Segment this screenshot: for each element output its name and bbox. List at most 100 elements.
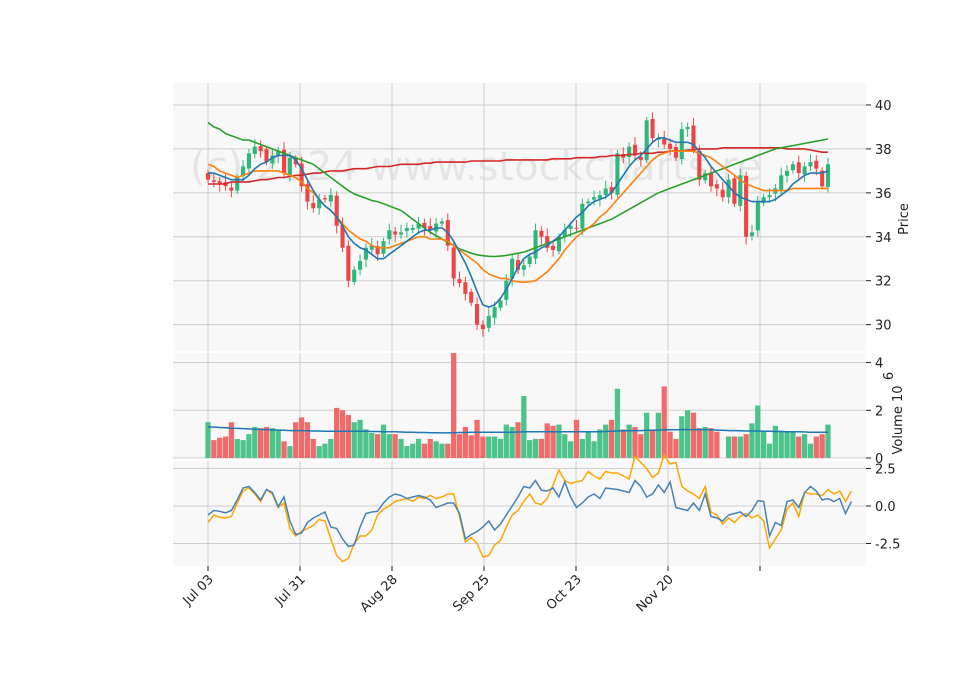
candle-body [258,146,263,152]
candle-body [726,179,731,198]
candle-body [451,247,456,279]
candle-body [591,197,597,200]
candle-body [738,175,743,206]
volume-bar [386,434,392,458]
volume-bar [228,422,235,458]
volume-bar [655,412,662,458]
price-panel [173,83,866,351]
volume-bar [263,426,270,458]
volume-bar [258,428,264,458]
volume-bar [644,412,650,458]
volume-bar [807,443,814,458]
candle-body [211,180,216,182]
candle-body [568,225,573,229]
candle-body [644,120,649,160]
oscillator-panel [173,461,866,566]
volume-bar [363,429,369,458]
volume-bar [638,434,644,458]
volume-bar [369,432,375,458]
candle-body [714,184,719,189]
price-tick-label: 36 [875,187,892,202]
candle-body [276,151,281,156]
candle-body [802,166,807,175]
candle-body [615,153,620,195]
ma-mid-line [207,150,828,284]
candle-body [486,315,491,328]
candle-body [820,170,825,187]
volume-bar [398,438,404,458]
volume-bar [351,422,357,458]
volume-bar [480,436,486,458]
candle-body [416,223,421,229]
volume-bar [702,426,708,458]
candle-body [527,256,532,265]
candle-body [439,221,445,224]
volume-bar [825,424,831,458]
volume-bar [451,353,457,458]
candle-body [241,166,246,177]
candle-body [755,201,760,231]
volume-bar [310,438,316,458]
price-tick-label: 30 [875,319,892,334]
volume-bar [421,443,428,458]
volume-bar [573,419,580,458]
x-tick-label: Jul 03 [180,572,217,609]
volume-bar [737,436,743,458]
candle-body [410,227,415,230]
candle-body [334,195,339,226]
candle-body [305,184,310,202]
volume-bar [761,431,767,458]
volume-bar [801,434,808,458]
volume-bar [415,438,422,458]
volume-bar [626,424,632,458]
volume-bar [275,429,281,458]
candle-body [609,187,614,193]
volume-bar [579,438,585,458]
candle-body [673,146,678,158]
volume-bar [392,434,398,458]
candle-body [492,307,497,318]
candle-body [662,138,667,145]
ma-short-line [208,137,829,308]
candle-body [469,291,474,303]
volume-bar [410,443,416,458]
candle-body [428,226,433,231]
candle-body [422,222,427,228]
x-tick-label: Oct 23 [544,572,585,613]
candle-body [708,172,714,187]
candle-body [545,236,550,248]
volume-bar [784,431,790,458]
candle-body [217,181,222,185]
candle-body [317,199,322,209]
volume-bar [234,438,240,458]
volume-bar [608,419,615,458]
volume-bar [380,424,387,458]
price-tick-label: 40 [875,99,892,114]
volume-bar [287,446,293,458]
x-tick-label: Nov 20 [634,572,677,615]
volume-bar [649,429,656,458]
candle-body [375,246,380,255]
volume-bar [515,422,521,458]
candle-body [744,175,749,237]
volume-bar [667,431,673,458]
volume-bar [521,395,527,458]
ma-200-line [208,147,828,185]
volume-bar [620,429,626,458]
volume-bar [532,438,539,458]
candle-body [457,279,462,283]
volume-bar [328,438,334,458]
volume-bar [772,425,778,458]
x-tick-label: Jul 31 [272,572,309,609]
volume-bar [304,422,311,458]
volume-bar [632,426,638,458]
candle-body [475,303,480,325]
volume-bar [696,428,702,458]
volume-bar [497,438,504,458]
candle-body [556,236,561,252]
candle-body [287,157,292,176]
candle-body [632,144,638,156]
candle-body [515,260,521,270]
candle-body [229,187,234,191]
